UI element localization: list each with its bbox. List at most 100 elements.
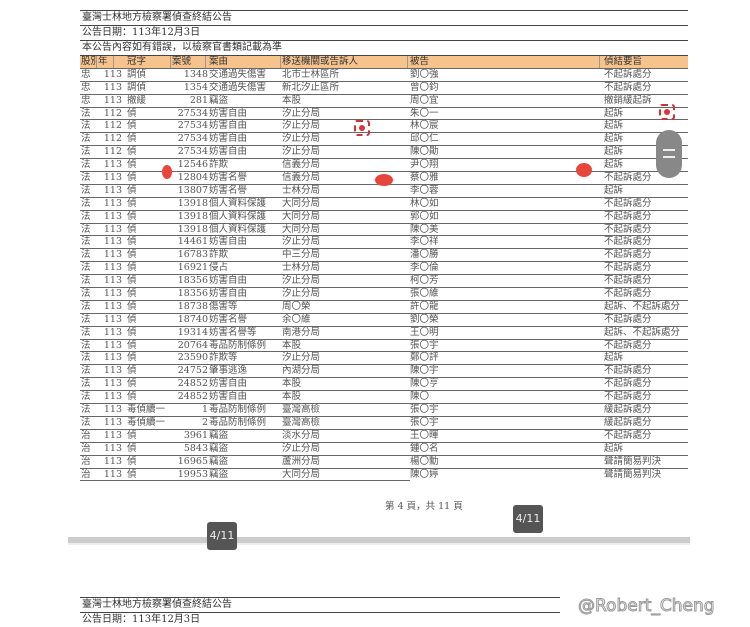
announcement-date: 公告日期：113年12月3日 [80,25,688,40]
table-row: 法 113 偵 18738 傷害等 周〇榮 許〇龍 起訴、不起訴處分 [80,299,688,313]
cell-case-number: 13918 [177,197,208,209]
screenshot-camera-icon[interactable] [354,120,370,136]
cell-case-number: 18738 [177,300,208,312]
cell-case-number: 27534 [177,107,208,119]
cell-defendant: 林〇如 [410,197,439,209]
disclaimer: 本公告內容如有錯誤，以檢察官書類記載為準 [80,40,688,55]
page-scroll-track[interactable] [68,537,690,545]
cell-referring-agency: 本股 [282,339,302,351]
cell-charge: 妨害自由 [209,275,248,287]
cell-prefix: 偵 [127,172,137,184]
cell-referring-agency: 大同分局 [282,197,321,209]
cell-defendant: 尹〇翔 [410,159,439,171]
cell-result: 起訴、不起訴處分 [604,300,681,312]
cell-case-number: 18740 [177,313,208,325]
cell-defendant: 許〇龍 [410,300,439,312]
cell-year: 113 [103,391,122,403]
table-row: 治 113 偵 19953 竊盜 大同分局 陳〇婷 聲請簡易判決 [80,467,688,481]
cell-division: 法 [81,107,91,119]
cell-charge: 妨害名譽 [209,184,248,196]
scrollbar-handle[interactable] [656,130,682,178]
cell-case-number: 13918 [177,223,208,235]
cell-year: 113 [103,404,122,416]
cell-defendant: 王〇暉 [410,429,439,441]
cell-year: 113 [103,81,122,93]
cell-prefix: 毒偵續一 [127,416,166,428]
cell-division: 法 [81,146,91,158]
screenshot-camera-icon[interactable] [659,104,675,120]
cell-defendant: 林〇宸 [410,120,439,132]
cell-result: 緩起訴處分 [604,404,652,416]
table-row: 法 112 偵 27534 妨害自由 汐止分局 邱〇仁 起訴 [80,132,688,145]
table-row: 法 113 偵 24852 妨害自由 本股 陳〇 不起訴處分 [80,390,688,403]
cell-defendant: 陳〇美 [410,223,439,235]
cell-charge: 交通過失傷害 [209,68,267,80]
cell-defendant: 李〇倫 [410,262,439,274]
cell-referring-agency: 本股 [282,94,302,106]
cell-case-number: 1354 [183,81,208,93]
cell-result: 不起訴處分 [604,249,652,261]
cell-result: 撤銷緩起訴 [604,94,652,106]
cell-division: 法 [81,133,91,145]
cell-charge: 妨害名譽 [209,172,248,184]
cell-defendant: 張〇宇 [410,416,439,428]
cell-division: 法 [81,404,91,416]
table-bottom-border [80,480,410,482]
cell-division: 法 [81,197,91,209]
col-header: 冠字 [127,56,171,68]
cell-result: 聲請簡易判決 [604,468,662,480]
cell-prefix: 偵 [127,210,137,222]
cell-case-number: 16783 [177,249,208,261]
cell-charge: 詐欺 [209,249,229,261]
table-row: 法 113 偵 13918 個人資料保護 大同分局 林〇如 不起訴處分 [80,196,688,210]
cell-defendant: 李〇蓉 [410,184,439,196]
cell-result: 不起訴處分 [604,236,652,248]
cell-charge: 竊盜 [209,429,229,441]
cell-year: 113 [103,159,122,171]
table-row: 法 112 偵 27534 妨害自由 汐止分局 林〇宸 起訴 [80,119,688,132]
cell-defendant: 王〇明 [410,326,439,338]
cell-prefix: 調偵 [127,81,147,93]
cell-division: 法 [81,416,91,428]
cell-division: 法 [81,365,91,377]
cell-division: 法 [81,262,91,274]
cell-division: 法 [81,223,91,235]
cell-case-number: 12804 [177,172,208,184]
cell-year: 113 [103,300,122,312]
table-row: 法 113 偵 13918 個人資料保護 大同分局 郭〇如 不起訴處分 [80,209,688,223]
cell-defendant: 柯〇芳 [410,275,439,287]
cell-division: 法 [81,339,91,351]
cell-year: 113 [103,249,122,261]
cell-referring-agency: 大同分局 [282,210,321,222]
cell-referring-agency: 南港分局 [282,326,321,338]
cell-defendant: 張〇宇 [410,339,439,351]
cell-case-number: 27534 [177,133,208,145]
cell-charge: 侵占 [209,262,229,274]
cell-defendant: 張〇宇 [410,404,439,416]
cell-defendant: 邱〇仁 [410,133,439,145]
cell-charge: 妨害自由 [209,391,248,403]
cell-year: 113 [103,94,122,106]
cell-referring-agency: 淡水分局 [282,429,321,441]
cell-referring-agency: 信義分局 [282,159,321,171]
cell-referring-agency: 中三分局 [282,249,321,261]
cell-referring-agency: 汐止分局 [282,146,321,158]
table-row: 忠 113 撤緩 281 竊盜 本股 周〇宜 撤銷緩起訴 [80,93,688,107]
cell-division: 法 [81,288,91,300]
cell-year: 113 [103,223,122,235]
table-row: 法 113 偵 16783 詐欺 中三分局 潘〇勝 不起訴處分 [80,248,688,261]
cell-division: 治 [81,455,91,467]
cell-referring-agency: 汐止分局 [282,288,321,300]
table-row: 法 113 毒偵續一 1 毒品防制條例 臺灣高檢 張〇宇 緩起訴處分 [80,403,688,416]
cell-result: 不起訴處分 [604,223,652,235]
cell-defendant: 劉〇強 [410,68,439,80]
cell-defendant: 楊〇勳 [410,455,439,467]
table-row: 治 113 偵 5843 竊盜 汐止分局 鍾〇名 起訴 [80,441,688,455]
cell-result: 起訴 [604,107,624,119]
cell-charge: 妨害自由 [209,107,248,119]
cell-division: 法 [81,352,91,364]
cell-charge: 毒品防制條例 [209,339,267,351]
cell-year: 113 [103,352,122,364]
cell-prefix: 偵 [127,391,137,403]
cell-referring-agency: 本股 [282,378,302,390]
